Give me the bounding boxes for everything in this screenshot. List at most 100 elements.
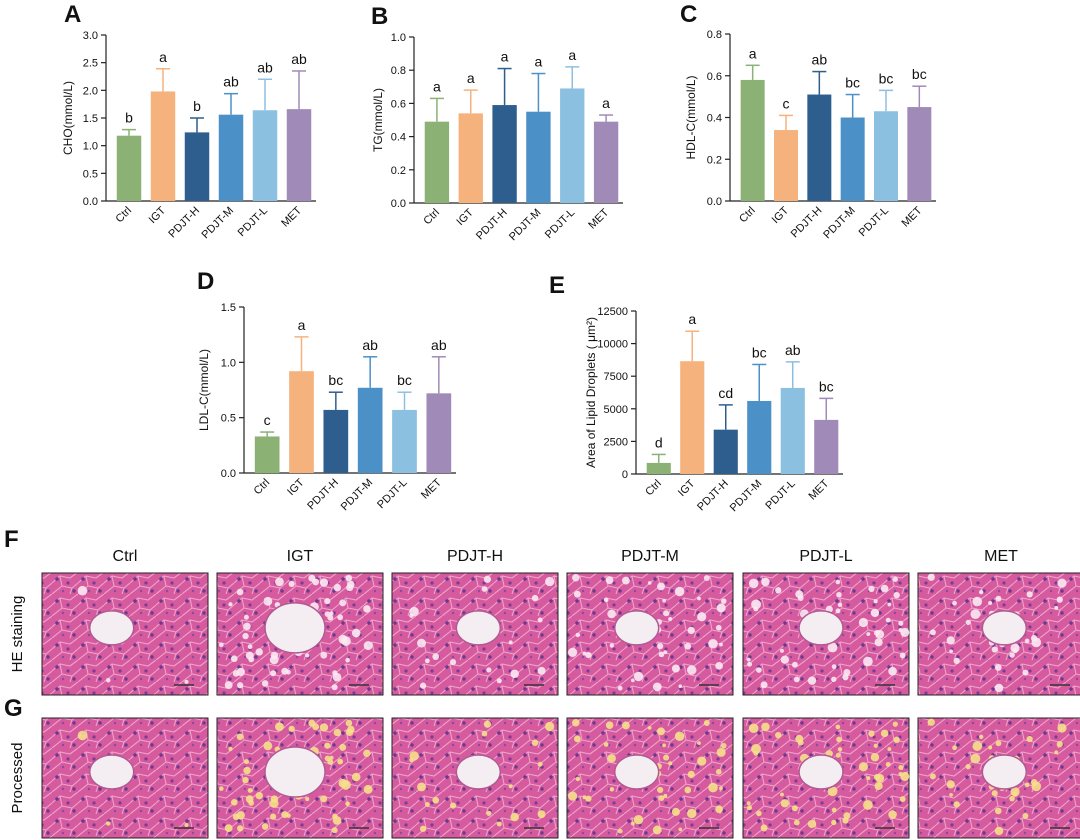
x-tick-label: PDJT-H: [166, 205, 202, 241]
lipid-droplet: [486, 810, 492, 816]
central-vein: [613, 754, 660, 790]
chart-panel-b: B 0.0 0.2 0.4 0.6 0.8 1.0 TG(mmol/L) a Ctrl a IGT a P…: [371, 3, 623, 243]
lipid-droplet: [424, 801, 430, 807]
row-header: HE staining: [9, 596, 26, 673]
lipid-droplet: [929, 773, 936, 780]
lipid-droplet: [858, 617, 869, 628]
chart-panel-c: C 0.0 0.2 0.4 0.6 0.8 HDL-C(mmol/L) a Ctrl c IGT ab…: [680, 1, 936, 241]
x-tick-label: IGT: [770, 204, 792, 226]
lipid-droplet: [678, 827, 683, 832]
lipid-droplet: [866, 776, 871, 781]
lipid-droplet: [863, 800, 873, 810]
lipid-droplet: [607, 609, 616, 619]
lipid-droplet: [1024, 638, 1030, 644]
lipid-droplet: [633, 671, 644, 682]
lipid-droplet: [831, 664, 837, 670]
x-tick-label: IGT: [454, 206, 476, 228]
column-header: PDJT-M: [621, 548, 679, 565]
lipid-droplet: [780, 792, 784, 797]
x-tick-label: Ctrl: [737, 205, 758, 226]
lipid-droplet: [970, 609, 981, 620]
x-tick-label: PDJT-H: [695, 478, 731, 514]
lipid-droplet: [880, 729, 889, 738]
lipid-droplet: [1022, 669, 1029, 676]
lipid-droplet: [888, 666, 897, 676]
x-tick-label: PDJT-L: [236, 205, 270, 239]
lipid-droplet: [775, 731, 782, 739]
significance-label: ab: [362, 337, 378, 353]
lipid-droplet: [1056, 741, 1063, 748]
significance-label: d: [655, 434, 663, 450]
x-tick-label: PDJT-M: [339, 477, 376, 514]
lipid-droplet: [106, 678, 111, 683]
lipid-droplet: [898, 627, 903, 632]
lipid-droplet: [1012, 792, 1018, 797]
bar: [593, 121, 619, 203]
lipid-droplet: [898, 620, 904, 626]
lipid-droplet: [874, 638, 883, 647]
lipid-droplet: [621, 576, 630, 585]
lipid-droplet: [835, 724, 841, 730]
significance-label: bc: [397, 372, 412, 388]
lipid-droplet: [575, 632, 581, 638]
y-tick-label: 2500: [604, 436, 628, 448]
lipid-droplet: [1057, 723, 1067, 733]
lipid-droplet: [432, 653, 440, 660]
lipid-droplet: [417, 782, 426, 792]
chart-panel-a: A 0.0 0.5 1.0 1.5 2.0 2.5 3.0 CHO(mmol/L) b Ctrl a I…: [61, 1, 316, 241]
lipid-droplet: [449, 802, 457, 809]
lipid-droplet: [537, 666, 546, 675]
significance-label: a: [688, 311, 696, 327]
lipid-droplet: [946, 780, 955, 789]
lipid-droplet: [751, 599, 762, 610]
lipid-droplet: [1054, 750, 1059, 755]
lipid-droplet: [1026, 591, 1033, 598]
bar: [713, 429, 738, 474]
lipid-droplet: [329, 755, 334, 760]
x-tick-label: PDJT-M: [200, 205, 237, 242]
lipid-droplet: [715, 805, 723, 814]
lipid-droplet: [972, 596, 983, 607]
x-tick-label: MET: [586, 206, 611, 231]
significance-label: b: [193, 98, 201, 114]
lipid-droplet: [319, 578, 329, 587]
lipid-droplet: [363, 605, 371, 613]
lipid-droplet: [831, 819, 837, 826]
lipid-droplet: [719, 642, 723, 647]
y-tick-label: 0.2: [707, 154, 722, 166]
lipid-droplet: [329, 611, 334, 616]
x-tick-label: MET: [419, 476, 444, 501]
lipid-droplet: [837, 747, 843, 752]
lipid-droplet: [831, 807, 837, 813]
significance-label: bc: [819, 378, 834, 394]
lipid-droplet: [720, 742, 727, 749]
x-tick-label: IGT: [147, 204, 169, 226]
significance-label: ab: [257, 59, 273, 75]
lipid-droplet: [671, 807, 680, 816]
lipid-droplet: [686, 808, 697, 819]
lipid-droplet: [270, 813, 277, 820]
lipid-droplet: [345, 719, 353, 727]
x-tick-label: Ctrl: [252, 477, 273, 498]
lipid-droplet: [481, 730, 488, 737]
lipid-droplet: [573, 735, 581, 743]
lipid-droplet: [756, 667, 762, 673]
x-tick-label: MET: [279, 204, 304, 229]
lipid-droplet: [1030, 778, 1038, 786]
lipid-droplet: [496, 821, 502, 827]
significance-label: bc: [328, 372, 343, 388]
lipid-droplet: [305, 797, 310, 802]
panel-letter-f: F: [4, 526, 19, 553]
central-vein: [264, 746, 326, 798]
lipid-droplet: [827, 642, 838, 653]
lipid-droplet: [746, 657, 751, 662]
row-header: Processed: [9, 743, 26, 814]
lipid-droplet: [1024, 782, 1030, 788]
lipid-droplet: [363, 641, 373, 651]
bar: [392, 409, 417, 473]
lipid-droplet: [899, 796, 906, 802]
lipid-droplet: [674, 586, 685, 597]
y-axis-title: CHO(mmol/L): [61, 81, 75, 155]
lipid-droplet: [756, 810, 762, 817]
lipid-droplet: [345, 574, 353, 582]
